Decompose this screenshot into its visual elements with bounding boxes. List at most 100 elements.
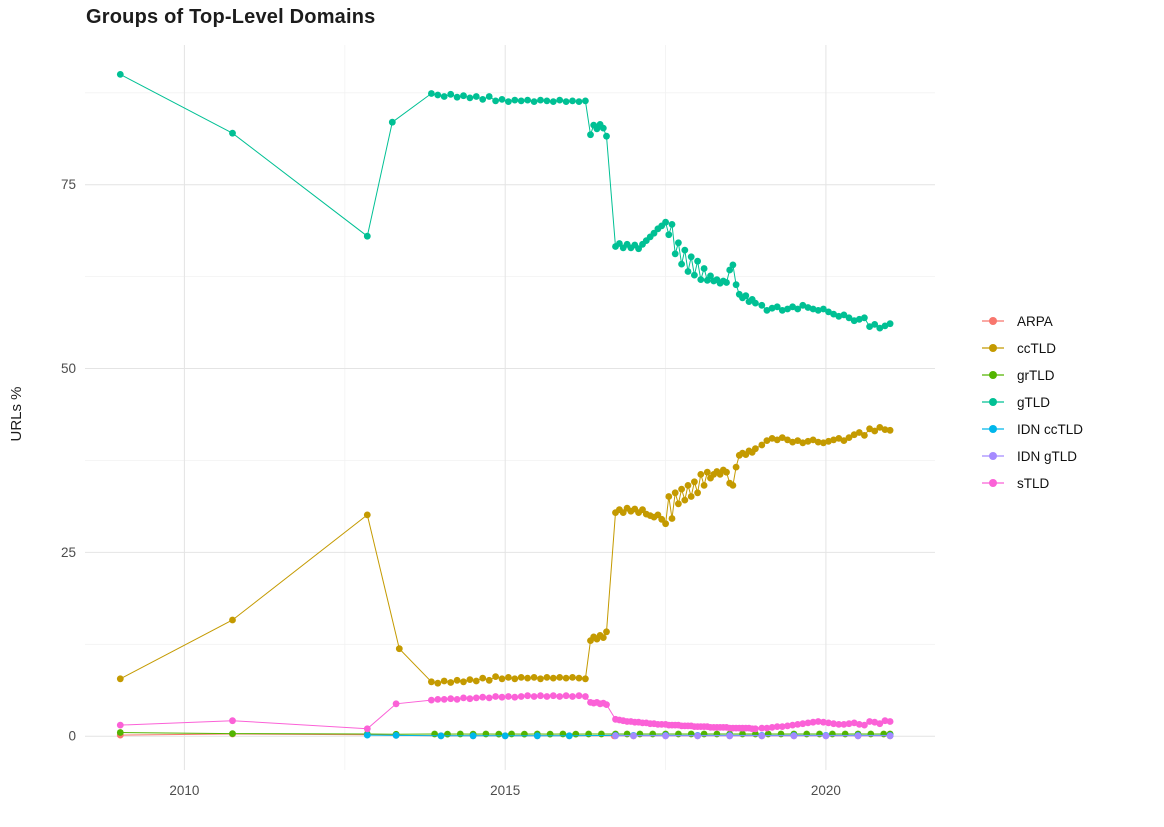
data-point [678, 485, 685, 493]
legend-key-point [989, 398, 997, 406]
data-point [665, 493, 673, 500]
data-point [437, 732, 445, 740]
data-point [845, 314, 853, 322]
data-point [434, 91, 442, 99]
data-point [799, 301, 807, 309]
data-point [886, 320, 894, 328]
data-point [428, 678, 435, 686]
legend-label: ccTLD [1017, 340, 1057, 356]
data-point [871, 321, 879, 328]
data-point [428, 696, 435, 704]
data-point [116, 675, 124, 683]
data-point [850, 317, 858, 325]
data-point [598, 730, 605, 738]
data-point [820, 718, 827, 726]
data-point [440, 677, 448, 685]
data-point [855, 721, 863, 728]
data-point [447, 90, 455, 98]
data-point [395, 645, 403, 653]
data-point [768, 724, 776, 731]
data-point [472, 677, 480, 685]
legend-key-point [989, 344, 997, 352]
legend-item: ccTLD [980, 337, 1083, 359]
data-point [505, 674, 512, 681]
data-point [809, 305, 817, 313]
data-point [763, 307, 771, 314]
data-point [585, 730, 592, 738]
data-point [732, 463, 740, 471]
legend-key-point [989, 317, 997, 325]
data-point [809, 718, 817, 726]
data-point [697, 471, 705, 478]
legend-item: grTLD [980, 364, 1083, 386]
legend-key-icon [982, 371, 1004, 379]
data-point [825, 308, 832, 316]
data-point [799, 439, 807, 447]
data-point [562, 692, 570, 700]
data-point [582, 97, 589, 105]
data-point [758, 441, 766, 449]
data-point [479, 674, 487, 682]
data-point [521, 730, 528, 738]
legend-label: IDN ccTLD [1017, 421, 1084, 437]
legend-label: ARPA [1017, 313, 1053, 329]
data-point [466, 695, 474, 703]
data-point [700, 730, 708, 738]
data-point [549, 98, 557, 105]
data-point [363, 511, 371, 519]
data-point [434, 679, 442, 687]
data-point [650, 229, 658, 237]
data-point [572, 730, 580, 738]
data-point [543, 693, 551, 700]
data-point [662, 520, 669, 528]
data-point [784, 305, 791, 313]
data-point [687, 253, 695, 261]
data-point [861, 432, 868, 439]
data-point [469, 732, 477, 740]
y-tick-label: 50 [61, 361, 76, 376]
data-point [867, 730, 875, 738]
data-point [752, 725, 759, 733]
chart-canvas: 0 25 50 75 2010 2015 2020 [61, 45, 935, 798]
data-point [684, 268, 692, 275]
data-point [511, 693, 519, 701]
data-point [616, 240, 623, 247]
data-point [773, 723, 781, 730]
data-point [881, 426, 889, 433]
data-point [835, 721, 843, 728]
data-point [845, 720, 853, 728]
data-point [498, 96, 506, 103]
data-point [116, 729, 124, 736]
data-point [453, 676, 461, 684]
data-point [778, 307, 786, 314]
legend-key-icon [982, 479, 1004, 487]
data-point [861, 721, 868, 729]
legend-key-icon [982, 398, 1004, 406]
data-point [850, 431, 858, 439]
data-point [804, 719, 812, 727]
data-point [855, 429, 863, 436]
data-point [822, 732, 830, 740]
data-point [820, 439, 827, 447]
data-point [804, 304, 812, 311]
data-point [498, 675, 506, 683]
data-point [549, 692, 557, 700]
data-point [840, 721, 848, 728]
data-point [492, 673, 499, 680]
data-point [876, 324, 884, 332]
data-point [533, 732, 541, 740]
data-point [565, 732, 573, 740]
data-point [790, 732, 798, 740]
data-point [229, 730, 236, 737]
data-point [758, 301, 766, 309]
data-point [825, 437, 832, 445]
legend-key-point [989, 479, 997, 487]
data-point [229, 616, 236, 624]
data-point [599, 124, 607, 132]
data-point [665, 231, 673, 239]
data-point [830, 310, 837, 318]
data-point [569, 97, 576, 105]
data-point [649, 730, 657, 738]
data-point [658, 515, 666, 523]
data-point [556, 674, 564, 681]
